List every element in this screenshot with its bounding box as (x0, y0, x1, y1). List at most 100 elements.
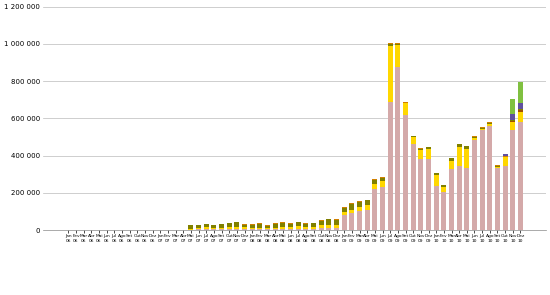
Bar (250, 224, 255, 225)
Bar (395, 43, 400, 44)
Bar (380, 178, 385, 181)
Bar (441, 186, 447, 187)
Bar (503, 157, 508, 158)
Bar (388, 44, 393, 46)
Bar (456, 144, 461, 145)
Bar (472, 137, 477, 138)
Bar (472, 140, 477, 230)
Bar (403, 104, 408, 115)
Bar (189, 225, 194, 229)
Bar (464, 146, 469, 149)
Bar (357, 201, 362, 207)
Bar (250, 225, 255, 228)
Bar (257, 224, 262, 228)
Bar (211, 224, 216, 228)
Bar (234, 222, 239, 227)
Bar (510, 130, 515, 230)
Bar (342, 215, 346, 230)
Bar (472, 138, 477, 140)
Bar (395, 44, 400, 45)
Bar (403, 103, 408, 104)
Bar (480, 128, 485, 129)
Bar (510, 99, 515, 114)
Bar (365, 210, 370, 230)
Bar (419, 150, 424, 159)
Bar (456, 145, 461, 147)
Bar (257, 223, 262, 224)
Bar (349, 213, 354, 230)
Bar (196, 228, 201, 229)
Bar (273, 228, 278, 229)
Bar (487, 126, 492, 230)
Bar (495, 165, 500, 166)
Bar (288, 227, 293, 229)
Bar (227, 227, 232, 229)
Bar (296, 229, 301, 230)
Bar (265, 228, 270, 229)
Bar (518, 112, 523, 122)
Bar (372, 189, 377, 230)
Bar (189, 229, 194, 230)
Bar (349, 204, 354, 210)
Bar (456, 166, 461, 230)
Bar (280, 227, 285, 229)
Bar (227, 229, 232, 230)
Bar (334, 228, 339, 230)
Bar (265, 225, 270, 226)
Bar (510, 122, 515, 130)
Bar (357, 207, 362, 212)
Bar (372, 180, 377, 183)
Bar (334, 220, 339, 224)
Bar (342, 212, 346, 215)
Bar (419, 149, 424, 150)
Bar (411, 137, 416, 144)
Bar (503, 156, 508, 157)
Bar (503, 154, 508, 156)
Bar (227, 223, 232, 227)
Bar (334, 219, 339, 220)
Bar (449, 169, 454, 230)
Bar (395, 45, 400, 67)
Bar (403, 115, 408, 230)
Bar (342, 208, 346, 212)
Bar (518, 103, 523, 109)
Bar (288, 229, 293, 230)
Bar (304, 227, 309, 229)
Bar (334, 224, 339, 228)
Bar (211, 229, 216, 230)
Bar (487, 123, 492, 124)
Bar (273, 223, 278, 224)
Bar (365, 200, 370, 205)
Bar (288, 223, 293, 224)
Bar (318, 221, 324, 225)
Bar (434, 175, 439, 186)
Bar (273, 229, 278, 230)
Bar (411, 136, 416, 137)
Bar (265, 229, 270, 230)
Bar (304, 223, 309, 224)
Bar (388, 101, 393, 230)
Bar (480, 129, 485, 130)
Bar (242, 224, 247, 225)
Bar (304, 224, 309, 227)
Bar (204, 227, 209, 229)
Bar (365, 205, 370, 210)
Bar (219, 228, 224, 229)
Bar (280, 223, 285, 227)
Bar (242, 227, 247, 229)
Bar (273, 224, 278, 228)
Bar (510, 121, 515, 122)
Bar (464, 168, 469, 230)
Bar (426, 149, 431, 159)
Bar (357, 212, 362, 230)
Bar (495, 166, 500, 167)
Bar (518, 110, 523, 112)
Bar (426, 147, 431, 149)
Bar (503, 166, 508, 230)
Bar (395, 67, 400, 230)
Bar (372, 183, 377, 189)
Bar (441, 185, 447, 186)
Bar (449, 161, 454, 169)
Bar (288, 224, 293, 227)
Bar (441, 187, 447, 192)
